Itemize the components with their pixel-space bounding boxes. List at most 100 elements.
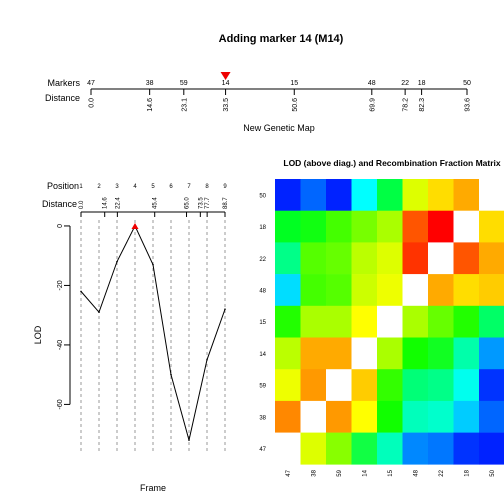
heatmap-diagonal-cell <box>275 432 301 465</box>
heatmap-cell <box>428 210 454 243</box>
heatmap-cell <box>351 432 378 465</box>
heatmap-row-label: 22 <box>259 257 266 263</box>
heatmap-cell <box>326 242 352 275</box>
lod-point <box>80 290 82 293</box>
heatmap-row-label: 48 <box>259 288 266 294</box>
heatmap-cell <box>428 305 454 338</box>
genetic-map-axis: 47 0.0 38 14.6 59 23.1 14 33.5 15 50.6 48 69.9 22 78.… <box>87 72 472 112</box>
map-distance-label: 78.2 <box>403 98 410 112</box>
lod-profile-chart: 0.0 14.6 22.4 45.4 65.0 73.5 77.7 88.7 1 2 3 4 5 6 7 8 9… <box>57 184 229 452</box>
heatmap-cell <box>453 369 480 402</box>
heatmap-col-label: 14 <box>362 469 368 476</box>
lod-point <box>188 439 190 441</box>
heatmap-cell <box>453 337 480 370</box>
heatmap-col-label: 47 <box>286 469 292 476</box>
heatmap-cell <box>300 179 327 211</box>
map-xlabel: New Genetic Map <box>243 123 315 133</box>
heatmap-cell <box>326 179 352 211</box>
heatmap-col-label: 15 <box>388 469 394 476</box>
heatmap-cell <box>402 242 429 275</box>
heatmap-cell <box>428 432 454 465</box>
heatmap-cell <box>479 242 504 275</box>
heatmap-cell <box>326 305 352 338</box>
heatmap-cell <box>275 305 301 338</box>
heatmap-cell <box>402 369 429 402</box>
heatmap-col-label: 38 <box>311 469 317 476</box>
heatmap-cell <box>428 179 454 211</box>
lod-point <box>116 260 118 263</box>
map-marker-label: 47 <box>87 80 95 87</box>
lod-distance-label: 22.4 <box>115 197 121 209</box>
figure-title: Adding marker 14 (M14) <box>219 33 344 45</box>
position-label: 2 <box>97 184 101 190</box>
heatmap-row-label: 59 <box>259 384 266 390</box>
map-marker-label: 38 <box>146 80 154 87</box>
map-marker-label: 50 <box>463 80 471 87</box>
heatmap-cell <box>275 274 301 307</box>
heatmap-diagonal-cell <box>300 400 327 433</box>
heatmap-cell <box>377 369 403 402</box>
heatmap-cell <box>402 179 429 211</box>
map-marker-label: 15 <box>290 80 298 87</box>
lod-distance-label: 14.6 <box>103 197 109 209</box>
lod-y-tick-label: -20 <box>57 280 64 290</box>
heatmap-col-label: 18 <box>464 469 470 476</box>
heatmap-cell <box>453 305 480 338</box>
recombination-heatmap: 50 18 22 48 15 14 59 38 47 47 38 59 14 15 48 22 18 50 <box>259 179 504 477</box>
heatmap-cell <box>275 179 301 211</box>
heatmap-row-label: 15 <box>259 320 266 326</box>
lod-y-tick-label: -60 <box>57 399 64 409</box>
heatmap-cell <box>402 210 429 243</box>
lod-point <box>206 358 208 361</box>
position-label: 7 <box>187 184 191 190</box>
lod-distance-label: 45.4 <box>153 197 159 209</box>
heatmap-cell <box>453 432 480 465</box>
heatmap-cell <box>377 242 403 275</box>
heatmap-cell <box>300 305 327 338</box>
heatmap-cell <box>453 242 480 275</box>
heatmap-cell <box>479 400 504 433</box>
heatmap-cell <box>351 242 378 275</box>
heatmap-col-label: 50 <box>490 469 496 476</box>
heatmap-cell <box>351 179 378 211</box>
lod-distance-row-label: Distance <box>42 199 77 209</box>
heatmap-row-label: 47 <box>259 447 266 453</box>
heatmap-diagonal-cell <box>479 179 504 211</box>
heatmap-cell <box>300 369 327 402</box>
map-distance-label: 14.6 <box>147 98 154 112</box>
map-marker-label: 48 <box>368 80 376 87</box>
position-label: 4 <box>133 184 137 190</box>
lod-y-tick-label: -40 <box>57 340 64 350</box>
added-marker-arrow-icon <box>220 72 231 80</box>
heatmap-cell <box>428 369 454 402</box>
heatmap-cell <box>428 400 454 433</box>
heatmap-cell <box>326 210 352 243</box>
map-distance-label: 69.9 <box>369 98 376 112</box>
map-marker-label: 14 <box>222 80 230 87</box>
heatmap-col-label: 22 <box>439 469 445 476</box>
heatmap-cell <box>377 179 403 211</box>
heatmap-row-label: 38 <box>259 415 266 421</box>
heatmap-diagonal-cell <box>377 305 403 338</box>
heatmap-cell <box>275 242 301 275</box>
heatmap-cell <box>402 400 429 433</box>
lod-distance-label: 73.5 <box>198 197 204 209</box>
position-label: 6 <box>169 184 173 190</box>
heatmap-cell <box>453 400 480 433</box>
lod-distance-label: 0.0 <box>79 200 85 209</box>
heatmap-diagonal-cell <box>326 369 352 402</box>
map-marker-label: 59 <box>180 80 188 87</box>
heatmap-cell <box>479 305 504 338</box>
heatmap-cell <box>275 400 301 433</box>
lod-distance-label: 65.0 <box>185 197 191 209</box>
heatmap-col-label: 59 <box>337 469 343 476</box>
markers-row-label: Markers <box>47 78 80 88</box>
lod-distance-label: 88.7 <box>223 197 229 209</box>
heatmap-cell <box>275 210 301 243</box>
position-row-label: Position <box>47 181 79 191</box>
heatmap-col-label: 48 <box>413 469 419 476</box>
heatmap-row-label: 50 <box>259 193 266 199</box>
heatmap-cell <box>479 274 504 307</box>
map-distance-label: 82.3 <box>419 98 426 112</box>
map-marker-label: 22 <box>401 80 409 87</box>
